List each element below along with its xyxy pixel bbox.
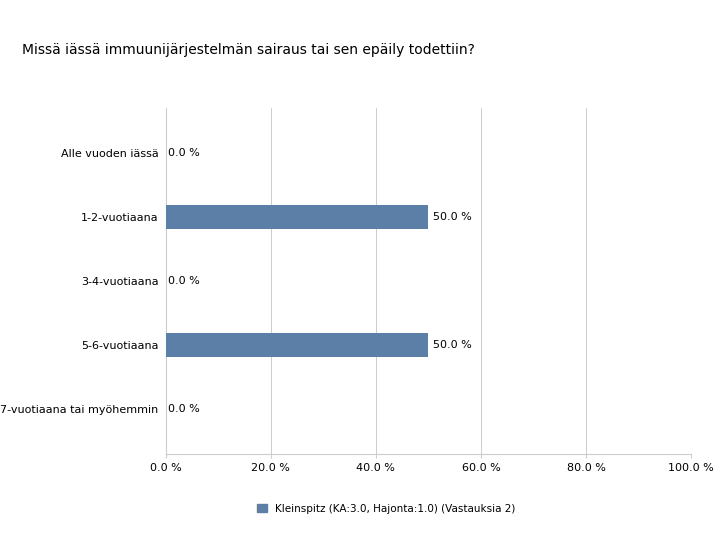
- Text: Missä iässä immuunijärjestelmän sairaus tai sen epäily todettiin?: Missä iässä immuunijärjestelmän sairaus …: [22, 43, 474, 57]
- Text: 0.0 %: 0.0 %: [168, 404, 200, 414]
- Bar: [166, 333, 428, 357]
- Text: 50.0 %: 50.0 %: [433, 212, 472, 222]
- Text: 0.0 %: 0.0 %: [168, 276, 200, 286]
- Legend: Kleinspitz (KA:3.0, Hajonta:1.0) (Vastauksia 2): Kleinspitz (KA:3.0, Hajonta:1.0) (Vastau…: [257, 504, 516, 514]
- Bar: [166, 205, 428, 229]
- Text: 50.0 %: 50.0 %: [433, 340, 472, 350]
- Text: 0.0 %: 0.0 %: [168, 148, 200, 158]
